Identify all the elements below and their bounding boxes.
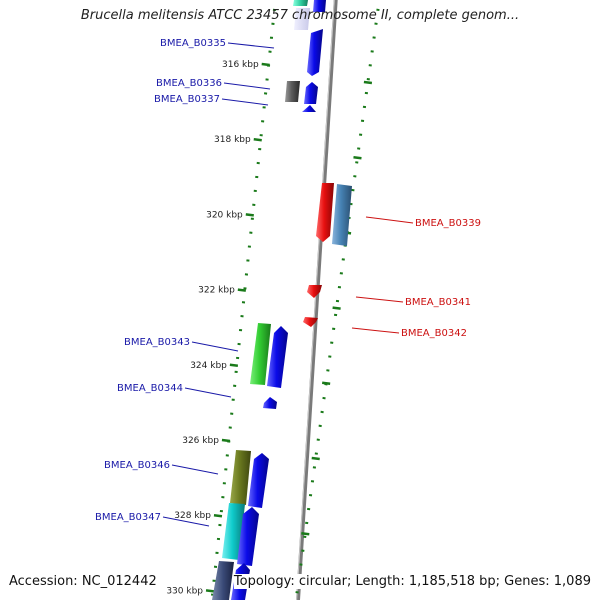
topology-text: Topology: circular; Length: 1,185,518 bp…	[233, 574, 591, 589]
gene-leader-line	[227, 42, 275, 49]
scale-tick-label: 330 kbp	[166, 586, 203, 596]
gene-label-bmea-b0336[interactable]: BMEA_B0336	[156, 78, 222, 89]
gene-feature-red-3	[303, 317, 318, 327]
gene-leader-line	[221, 98, 269, 106]
gene-feature-blue-6	[263, 397, 277, 409]
scale-ticks: 316 kbp 318 kbp 320 kbp 322 kbp 324 kbp 326 k…	[166, 60, 373, 596]
gene-label-bmea-b0339[interactable]: BMEA_B0339	[415, 218, 481, 229]
gene-label-bmea-b0344[interactable]: BMEA_B0344	[117, 383, 183, 394]
gene-leader-line	[184, 387, 232, 398]
gene-feature-slate	[212, 561, 234, 600]
scale-tick-label: 322 kbp	[198, 286, 235, 296]
scale-tick-mark-right	[311, 456, 320, 461]
gene-label-bmea-b0346[interactable]: BMEA_B0346	[104, 460, 170, 471]
gene-label-bmea-b0337[interactable]: BMEA_B0337	[154, 94, 220, 105]
gene-leader-line	[223, 82, 271, 90]
gene-label-bmea-b0343[interactable]: BMEA_B0343	[124, 337, 190, 348]
gene-feature-steel	[332, 184, 352, 246]
scale-tick-mark-right	[322, 381, 331, 386]
gene-leader-line	[351, 327, 400, 334]
scale-tick-mark	[205, 589, 215, 593]
gene-feature-gray	[285, 81, 300, 102]
gene-feature-blue-2	[307, 29, 323, 76]
scale-tick-mark	[221, 438, 231, 443]
scale-tick-label: 316 kbp	[222, 60, 259, 70]
gene-leader-line	[191, 341, 239, 352]
scale-tick-mark-right	[301, 531, 310, 536]
gene-label-bmea-b0341[interactable]: BMEA_B0341	[405, 297, 471, 308]
backbone-line	[296, 0, 338, 600]
scale-tick-label: 326 kbp	[182, 436, 219, 446]
gene-feature-blue-8	[237, 507, 259, 566]
scale-tick-mark	[229, 363, 239, 368]
gene-labels: BMEA_B0335 BMEA_B0336 BMEA_B0337 BMEA_B0339…	[95, 38, 481, 527]
scale-tick-mark-right	[363, 80, 373, 85]
scale-tick-mark	[245, 213, 254, 217]
backbone-highlight	[296, 0, 335, 600]
gene-leader-line	[171, 464, 219, 475]
gene-feature-pale	[294, 8, 310, 30]
scale-tick-mark	[253, 137, 262, 142]
scale-tick-label: 324 kbp	[190, 361, 227, 371]
gene-label-bmea-b0342[interactable]: BMEA_B0342	[401, 328, 467, 339]
scale-tick-mark	[237, 288, 246, 292]
gene-label-bmea-b0335[interactable]: BMEA_B0335	[160, 38, 226, 49]
gene-leader-line	[365, 216, 414, 224]
gene-feature-teal	[293, 0, 308, 6]
scale-tick-mark-right	[353, 155, 362, 160]
gene-feature-olive	[230, 450, 251, 505]
scale-tick-mark	[213, 513, 223, 518]
scale-tick-label: 328 kbp	[174, 511, 211, 521]
scale-tick-mark-right	[332, 306, 341, 310]
gene-feature-red-2	[307, 285, 322, 298]
gene-label-bmea-b0347[interactable]: BMEA_B0347	[95, 512, 161, 523]
gene-feature-green	[250, 323, 271, 385]
gene-feature-blue-3	[304, 82, 318, 104]
gene-feature-blue-5	[267, 326, 288, 388]
gene-leader-line	[162, 516, 210, 527]
accession-text: Accession: NC_012442	[9, 574, 157, 589]
gene-features	[212, 0, 352, 600]
gene-feature-blue-4	[302, 105, 316, 112]
gene-feature-blue-7	[248, 453, 269, 508]
scale-tick-label: 320 kbp	[206, 210, 243, 220]
gene-feature-blue-1	[313, 0, 326, 12]
map-title: Brucella melitensis ATCC 23457 chromosom…	[80, 8, 520, 23]
gene-feature-red-1	[316, 183, 334, 242]
scale-tick-label: 318 kbp	[214, 135, 251, 145]
scale-tick-mark	[261, 62, 270, 67]
gene-leader-line	[355, 296, 404, 303]
